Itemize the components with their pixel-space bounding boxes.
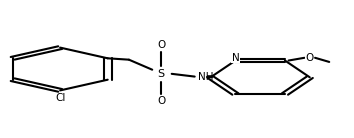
Text: NH: NH — [198, 72, 214, 82]
Text: O: O — [157, 96, 165, 106]
Text: S: S — [158, 69, 165, 79]
Text: O: O — [157, 40, 165, 50]
Text: Cl: Cl — [55, 93, 65, 103]
Text: N: N — [232, 53, 239, 63]
Text: O: O — [306, 53, 314, 63]
